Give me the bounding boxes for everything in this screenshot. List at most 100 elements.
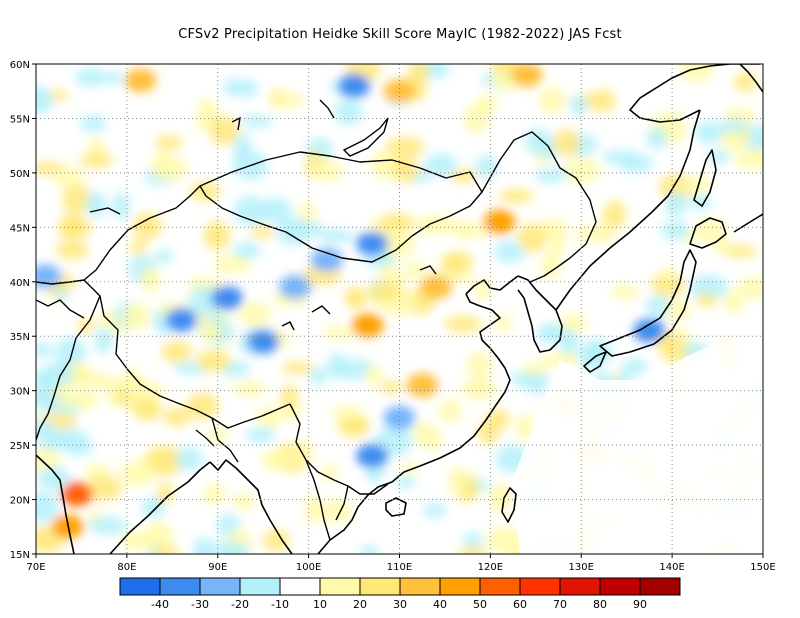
- skill-cell: [682, 176, 712, 194]
- skill-cell: [366, 282, 403, 302]
- skill-cell: [88, 516, 128, 535]
- skill-cell: [660, 221, 690, 240]
- lon-tick-label: 70E: [26, 562, 45, 573]
- colorbar-swatch: [119, 577, 161, 596]
- skill-cell: [416, 214, 456, 235]
- skill-cell: [36, 85, 54, 116]
- skill-cell: [658, 332, 682, 359]
- skill-cell: [85, 476, 123, 501]
- colorbar-label: -10: [271, 598, 289, 611]
- skill-cell: [563, 158, 601, 184]
- skill-cell: [574, 227, 602, 241]
- skill-cell: [152, 545, 180, 554]
- skill-cell: [49, 428, 90, 450]
- skill-cell: [463, 532, 483, 549]
- skill-patch: [483, 209, 516, 234]
- skill-cell: [240, 115, 274, 128]
- skill-field: [36, 64, 763, 554]
- colorbar-label: 70: [553, 598, 567, 611]
- skill-cell: [486, 527, 525, 554]
- skill-cell: [320, 464, 339, 481]
- skill-cell: [395, 475, 416, 489]
- skill-cell: [36, 342, 53, 358]
- dotted-gridlines: [36, 64, 763, 554]
- skill-cell: [646, 127, 668, 150]
- skill-cell: [291, 439, 315, 464]
- skill-cell: [270, 91, 305, 109]
- lat-tick-label: 40N: [10, 278, 30, 289]
- skill-cell: [723, 290, 744, 314]
- coastline-borders: [36, 64, 763, 554]
- skill-cell: [245, 427, 276, 444]
- skill-patch: [383, 405, 416, 430]
- skill-cell: [346, 286, 364, 300]
- skill-cell: [213, 255, 253, 274]
- colorbar-swatch: [639, 577, 681, 596]
- colorbar: -40 -30 -20 -10 10 20 30 40 50 60 70 80 90: [119, 577, 681, 611]
- skill-patch: [510, 64, 543, 87]
- skill-cell: [233, 381, 266, 397]
- skill-cell: [440, 251, 474, 274]
- skill-cell: [360, 545, 379, 554]
- skill-cell: [589, 89, 616, 113]
- skill-cell: [665, 300, 691, 322]
- lat-tick-label: 50N: [10, 169, 30, 180]
- lakes: [89, 99, 437, 331]
- colorbar-label: 90: [633, 598, 647, 611]
- skill-cell: [233, 196, 268, 226]
- colorbar-label: 80: [593, 598, 607, 611]
- skill-cell: [552, 129, 581, 156]
- colorbar-swatch: [159, 577, 201, 596]
- skill-cell: [308, 159, 343, 182]
- skill-cell: [318, 500, 353, 524]
- colorbar-swatch: [319, 577, 361, 596]
- skill-cell: [658, 267, 678, 281]
- skill-cell: [192, 537, 215, 554]
- colorbar-label: 50: [473, 598, 487, 611]
- colorbar-swatch: [199, 577, 241, 596]
- skill-cell: [385, 137, 425, 157]
- skill-cell: [408, 64, 430, 83]
- skill-cell: [474, 155, 498, 179]
- skill-patch: [310, 248, 343, 272]
- skill-cell: [79, 152, 114, 168]
- skill-cell: [521, 362, 546, 376]
- skill-cell: [570, 95, 587, 116]
- skill-cell: [420, 427, 443, 451]
- skill-cell: [163, 407, 191, 427]
- lat-tick-label: 60N: [10, 60, 30, 71]
- skill-cell: [720, 127, 747, 151]
- skill-cell: [36, 419, 56, 439]
- skill-patch: [419, 275, 452, 300]
- skill-cell: [689, 194, 712, 211]
- skill-cell: [233, 492, 254, 511]
- skill-cell: [223, 78, 247, 97]
- skill-cell: [713, 238, 733, 254]
- skill-cell: [689, 274, 728, 301]
- colorbar-swatch: [279, 577, 321, 596]
- colorbar-label: 20: [353, 598, 367, 611]
- skill-cell: [133, 398, 162, 421]
- skill-cell: [318, 229, 355, 243]
- colorbar-label: -30: [191, 598, 209, 611]
- skill-cell: [737, 276, 763, 300]
- skill-cell: [664, 191, 687, 218]
- skill-patch: [60, 482, 93, 507]
- lat-tick-label: 25N: [10, 441, 30, 452]
- skill-cell: [309, 367, 328, 386]
- ocean-mask: [512, 330, 763, 554]
- skill-cell: [334, 99, 363, 126]
- lon-tick-label: 80E: [117, 562, 136, 573]
- skill-cell: [85, 192, 108, 218]
- skill-cell: [679, 64, 715, 83]
- skill-cell: [304, 494, 321, 525]
- skill-cell: [534, 168, 568, 183]
- map-title: CFSv2 Precipitation Heidke Skill Score M…: [178, 27, 622, 42]
- lat-tick-label: 20N: [10, 496, 30, 507]
- skill-cell: [197, 98, 217, 120]
- skill-cell: [36, 391, 49, 409]
- skill-cell: [734, 72, 758, 92]
- skill-cell: [695, 218, 726, 245]
- lon-tick-label: 150E: [750, 562, 775, 573]
- lat-tick-label: 55N: [10, 114, 30, 125]
